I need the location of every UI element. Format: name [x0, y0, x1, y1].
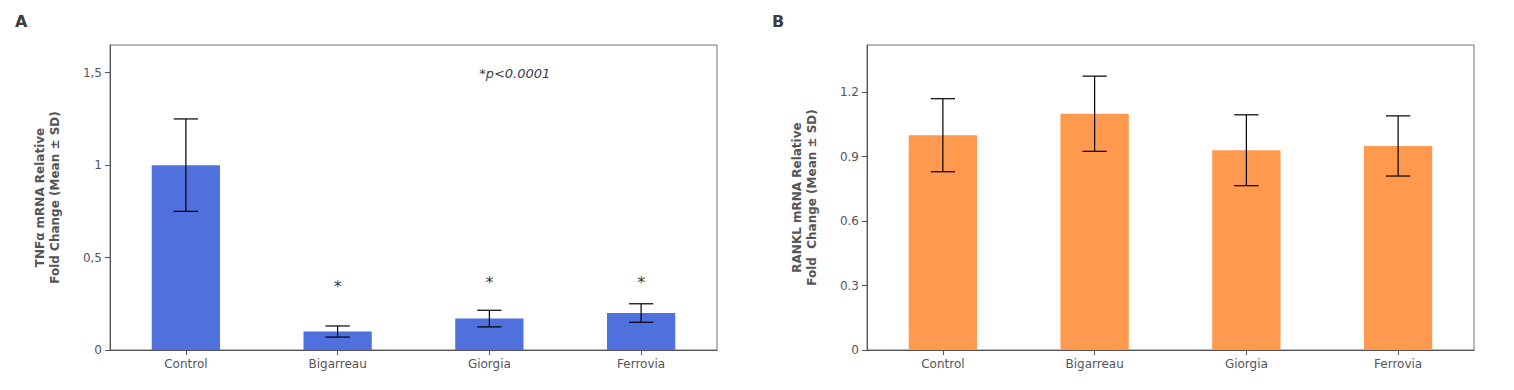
- svg-text:Bigarreau: Bigarreau: [308, 357, 366, 371]
- svg-text:Giorgia: Giorgia: [468, 357, 511, 371]
- svg-text:B: B: [772, 12, 784, 31]
- svg-text:RANKL mRNA Relative: RANKL mRNA Relative: [790, 122, 804, 272]
- svg-text:0,5: 0,5: [83, 251, 102, 265]
- svg-text:0: 0: [94, 343, 102, 357]
- svg-text:Control: Control: [164, 357, 207, 371]
- svg-text:Fold Change (Mean ± SD): Fold Change (Mean ± SD): [48, 111, 62, 283]
- svg-text:*: *: [637, 273, 645, 292]
- svg-text:Giorgia: Giorgia: [1225, 357, 1268, 371]
- svg-text:TNFα mRNA Relative: TNFα mRNA Relative: [33, 128, 47, 268]
- svg-text:*: *: [485, 273, 493, 292]
- svg-text:Bigarreau: Bigarreau: [1065, 357, 1123, 371]
- svg-text:1,5: 1,5: [83, 66, 102, 80]
- svg-text:Fold Change (Mean ± SD): Fold Change (Mean ± SD): [805, 109, 819, 286]
- svg-text:0.3: 0.3: [840, 279, 859, 293]
- svg-text:*: *: [334, 277, 342, 296]
- svg-text:0.6: 0.6: [840, 214, 859, 228]
- svg-text:*p<0.0001: *p<0.0001: [479, 66, 550, 81]
- svg-text:0: 0: [851, 343, 859, 357]
- svg-text:Control: Control: [921, 357, 964, 371]
- svg-text:Ferrovia: Ferrovia: [1374, 357, 1422, 371]
- svg-text:0.9: 0.9: [840, 150, 859, 164]
- svg-text:1: 1: [94, 158, 102, 172]
- svg-text:Ferrovia: Ferrovia: [617, 357, 665, 371]
- svg-text:1.2: 1.2: [840, 85, 859, 99]
- svg-text:A: A: [15, 12, 28, 31]
